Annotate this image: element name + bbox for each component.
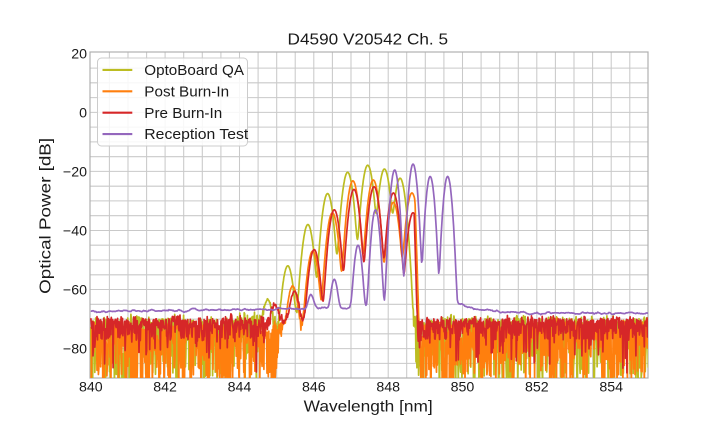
svg-text:852: 852 [525,380,549,396]
svg-text:D4590 V20542 Ch. 5: D4590 V20542 Ch. 5 [288,32,449,49]
svg-text:Post Burn-In: Post Burn-In [144,84,229,100]
svg-text:−40: −40 [63,224,87,240]
svg-text:842: 842 [153,380,177,396]
svg-text:OptoBoard QA: OptoBoard QA [144,63,244,79]
svg-text:−20: −20 [63,164,87,180]
svg-text:854: 854 [599,380,623,396]
svg-text:Wavelength [nm]: Wavelength [nm] [304,399,433,416]
svg-text:844: 844 [228,380,252,396]
svg-text:848: 848 [376,380,400,396]
svg-text:0: 0 [79,105,87,121]
svg-text:840: 840 [79,380,103,396]
svg-text:−60: −60 [63,283,87,299]
svg-text:20: 20 [71,46,87,62]
svg-text:Optical Power [dB]: Optical Power [dB] [38,138,55,294]
svg-text:846: 846 [302,380,326,396]
svg-text:−80: −80 [63,342,87,358]
svg-text:Pre Burn-In: Pre Burn-In [144,106,222,122]
svg-text:850: 850 [451,380,475,396]
svg-text:Reception Test: Reception Test [144,127,248,143]
